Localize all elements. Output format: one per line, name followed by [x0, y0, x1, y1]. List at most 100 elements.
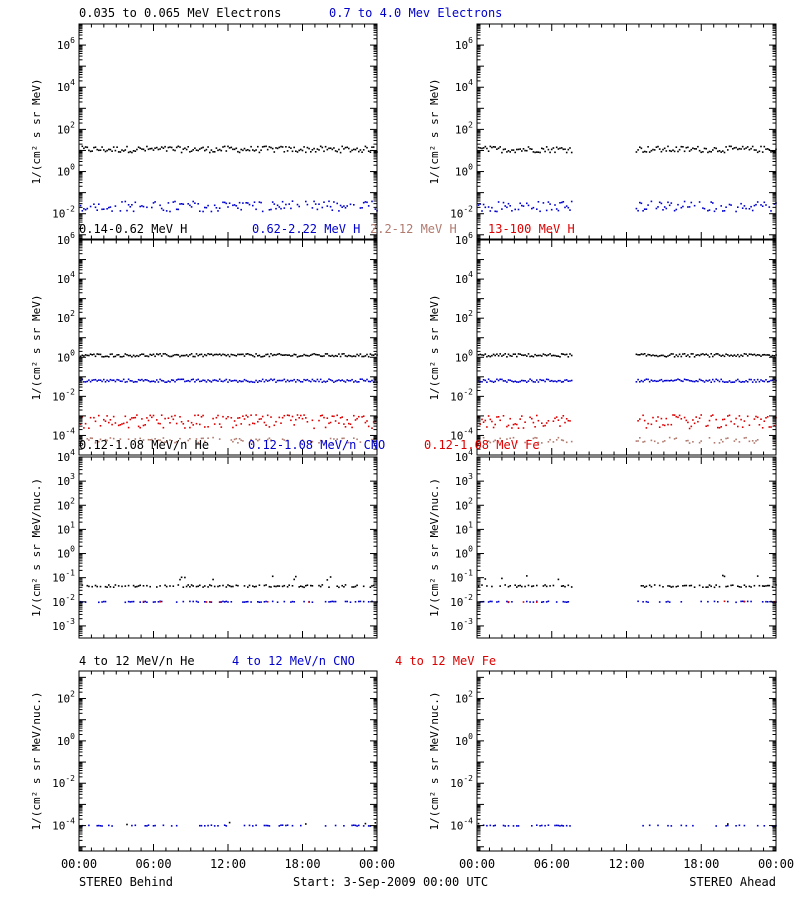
data-point	[565, 205, 568, 207]
data-point	[562, 201, 565, 203]
data-point	[308, 601, 310, 603]
data-point	[675, 437, 678, 439]
data-point	[190, 584, 193, 586]
y-tick-label: 102	[57, 496, 75, 512]
data-point	[190, 206, 193, 208]
data-point	[222, 584, 224, 587]
data-point	[683, 416, 686, 419]
data-point	[195, 585, 198, 588]
data-point	[718, 585, 721, 588]
data-point	[127, 204, 130, 206]
y-tick-label: 100	[455, 348, 473, 364]
data-point	[121, 149, 123, 151]
data-point	[668, 149, 671, 152]
data-point	[723, 575, 726, 578]
data-point	[165, 150, 168, 152]
data-point	[667, 585, 669, 587]
data-point	[351, 378, 353, 381]
data-point	[212, 151, 214, 153]
data-point	[743, 148, 746, 150]
data-point	[142, 424, 145, 427]
data-point	[768, 426, 771, 428]
data-point	[678, 379, 681, 381]
data-point	[141, 353, 143, 355]
data-point	[552, 420, 555, 422]
data-point	[283, 600, 286, 603]
data-point	[657, 380, 659, 382]
data-point	[534, 151, 536, 154]
data-point	[217, 380, 219, 382]
data-point	[693, 148, 696, 150]
data-point	[640, 585, 643, 587]
data-point	[189, 151, 191, 153]
data-point	[164, 145, 166, 148]
y-tick-label: 10-2	[450, 593, 473, 609]
data-point	[755, 203, 757, 206]
data-point	[698, 584, 701, 587]
data-point	[204, 149, 206, 152]
data-point	[728, 203, 731, 206]
data-point	[83, 427, 85, 429]
data-point	[137, 146, 140, 148]
data-point	[172, 201, 175, 203]
data-point	[81, 145, 84, 148]
data-point	[164, 353, 166, 355]
data-point	[640, 379, 643, 382]
data-point	[218, 601, 221, 603]
data-point	[248, 442, 251, 444]
data-point	[257, 355, 259, 357]
data-point	[180, 151, 183, 154]
data-point	[313, 353, 315, 355]
data-point	[702, 380, 704, 382]
data-point	[507, 825, 510, 827]
data-point	[541, 379, 543, 382]
data-point	[567, 419, 570, 422]
data-point	[770, 151, 772, 153]
data-point	[237, 584, 239, 587]
data-point	[527, 584, 530, 587]
data-point	[506, 206, 508, 209]
data-point	[753, 442, 756, 444]
data-point	[339, 151, 342, 154]
data-point	[760, 145, 762, 148]
data-point	[761, 354, 764, 356]
data-point	[567, 601, 570, 603]
y-tick-label: 100	[57, 732, 75, 748]
data-point	[737, 585, 739, 587]
data-point	[499, 585, 501, 587]
data-point	[509, 379, 511, 382]
data-point	[328, 422, 330, 425]
data-point	[290, 601, 292, 603]
data-point	[506, 381, 508, 383]
data-point	[554, 151, 556, 154]
data-point	[89, 437, 92, 439]
data-point	[662, 380, 664, 383]
data-point	[218, 353, 221, 355]
data-point	[182, 354, 185, 357]
data-point	[235, 379, 238, 382]
data-point	[643, 440, 646, 443]
data-point	[283, 207, 286, 209]
data-point	[117, 424, 120, 427]
data-point	[486, 147, 488, 150]
data-point	[348, 422, 350, 425]
data-point	[339, 417, 342, 419]
plot-panels: 0.035 to 0.065 MeV Electrons 0.7 to 4.0 M…	[30, 6, 794, 871]
data-point	[86, 438, 89, 440]
data-point	[655, 380, 658, 383]
data-point	[119, 380, 122, 382]
data-point	[688, 206, 691, 208]
data-point	[750, 353, 752, 356]
data-point	[733, 381, 736, 383]
data-point	[139, 601, 141, 603]
x-tick-label: 12:00	[608, 857, 644, 871]
data-point	[560, 147, 563, 149]
data-point	[167, 380, 170, 382]
data-point	[187, 420, 189, 422]
data-point	[83, 208, 85, 210]
data-point	[266, 601, 269, 603]
data-point	[756, 201, 759, 203]
data-point	[763, 380, 766, 383]
data-point	[295, 418, 297, 421]
data-point	[106, 439, 108, 442]
